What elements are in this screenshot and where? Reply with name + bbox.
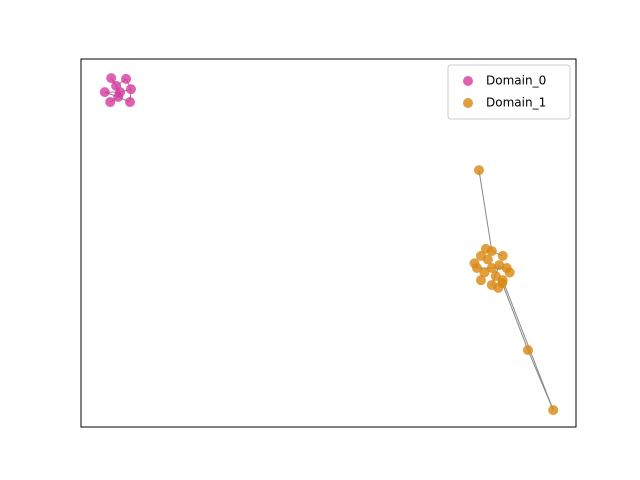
node: [497, 278, 508, 289]
legend: Domain_0 Domain_1: [447, 64, 571, 120]
node: [125, 84, 136, 95]
node: [504, 267, 515, 278]
node: [99, 87, 110, 98]
plot-frame: [80, 58, 577, 428]
edge: [478, 170, 493, 252]
node: [482, 254, 493, 265]
node: [494, 260, 505, 271]
legend-label: Domain_1: [486, 96, 546, 110]
edge: [527, 349, 554, 411]
node: [105, 97, 116, 108]
node: [113, 91, 124, 102]
node: [125, 97, 136, 108]
node: [497, 250, 508, 261]
node: [480, 243, 491, 254]
node: [121, 73, 132, 84]
legend-label: Domain_0: [486, 74, 546, 88]
legend-marker: [463, 98, 473, 108]
node: [475, 275, 486, 286]
node: [473, 165, 484, 176]
node: [106, 73, 117, 84]
node: [479, 267, 490, 278]
node: [469, 258, 480, 269]
nodes: [99, 73, 559, 416]
legend-marker: [463, 76, 473, 86]
node: [548, 405, 559, 416]
node: [490, 271, 501, 282]
edge: [501, 282, 529, 351]
legend-box: [447, 64, 571, 120]
node: [522, 345, 533, 356]
